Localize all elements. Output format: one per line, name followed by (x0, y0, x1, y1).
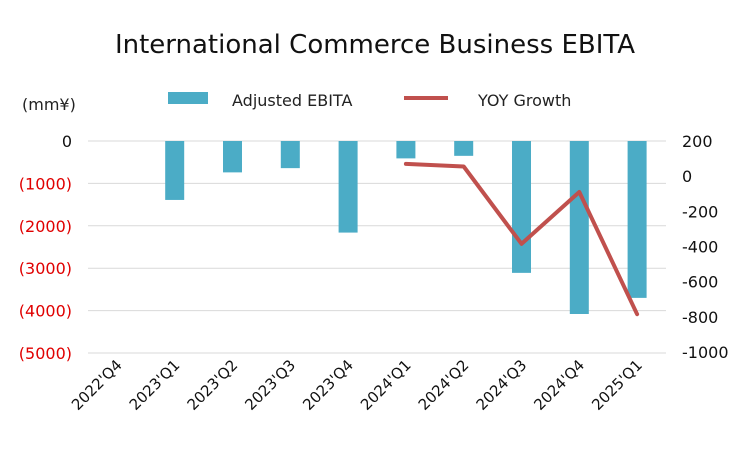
x-tick-label: 2023'Q4 (299, 356, 357, 414)
x-axis-ticks: 2022'Q4 2023'Q1 2023'Q2 2023'Q3 2023'Q4 2024'… (68, 356, 646, 414)
legend-label-yoy-growth: YOY Growth (477, 91, 571, 110)
right-tick-label: -600 (682, 273, 718, 292)
legend: Adjusted EBITA YOY Growth (168, 91, 571, 110)
left-tick-label: (1000) (19, 174, 72, 193)
right-tick-label: -1000 (682, 343, 729, 362)
left-tick-label: (5000) (19, 344, 72, 363)
x-tick-label: 2025'Q1 (588, 356, 646, 414)
x-tick-label: 2024'Q2 (415, 356, 473, 414)
right-tick-label: 200 (682, 132, 713, 151)
line-series-yoy-growth (403, 161, 640, 317)
left-axis-ticks: 0 (1000) (2000) (3000) (4000) (5000) (19, 132, 72, 363)
bar-2024'Q4 (569, 141, 589, 314)
right-tick-label: -400 (682, 238, 718, 257)
right-tick-label: -200 (682, 202, 718, 221)
bar-2023'Q3 (280, 141, 300, 169)
right-tick-label: -800 (682, 308, 718, 327)
chart-title: International Commerce Business EBITA (115, 30, 635, 60)
x-tick-label: 2023'Q1 (126, 356, 184, 414)
x-tick-label: 2024'Q3 (473, 356, 531, 414)
x-tick-label: 2024'Q4 (530, 356, 588, 414)
bar-series-adjusted-ebita (165, 141, 647, 314)
y-axis-unit-label: (mm¥) (22, 95, 76, 114)
x-tick-label: 2024'Q1 (357, 356, 415, 414)
bar-2024'Q1 (396, 141, 416, 159)
left-tick-label: (4000) (19, 302, 72, 321)
x-tick-label: 2023'Q3 (241, 356, 299, 414)
legend-label-adjusted-ebita: Adjusted EBITA (232, 91, 352, 110)
legend-swatch-adjusted-ebita (168, 92, 208, 104)
x-tick-label: 2023'Q2 (184, 356, 242, 414)
bar-2023'Q4 (338, 141, 358, 233)
gridlines (88, 140, 666, 354)
left-tick-label: (2000) (19, 217, 72, 236)
right-axis-ticks: 200 0 -200 -400 -600 -800 -1000 (682, 132, 729, 362)
bar-2023'Q2 (223, 141, 242, 173)
line-yoy-growth (403, 161, 640, 317)
left-tick-label: (3000) (19, 259, 72, 278)
bar-2024'Q3 (512, 141, 531, 273)
bar-2024'Q2 (454, 141, 474, 156)
x-tick-label: 2022'Q4 (68, 356, 126, 414)
bar-2025'Q1 (627, 141, 647, 298)
right-tick-label: 0 (682, 167, 692, 186)
left-tick-label: 0 (62, 132, 72, 151)
bar-2023'Q1 (165, 141, 185, 200)
